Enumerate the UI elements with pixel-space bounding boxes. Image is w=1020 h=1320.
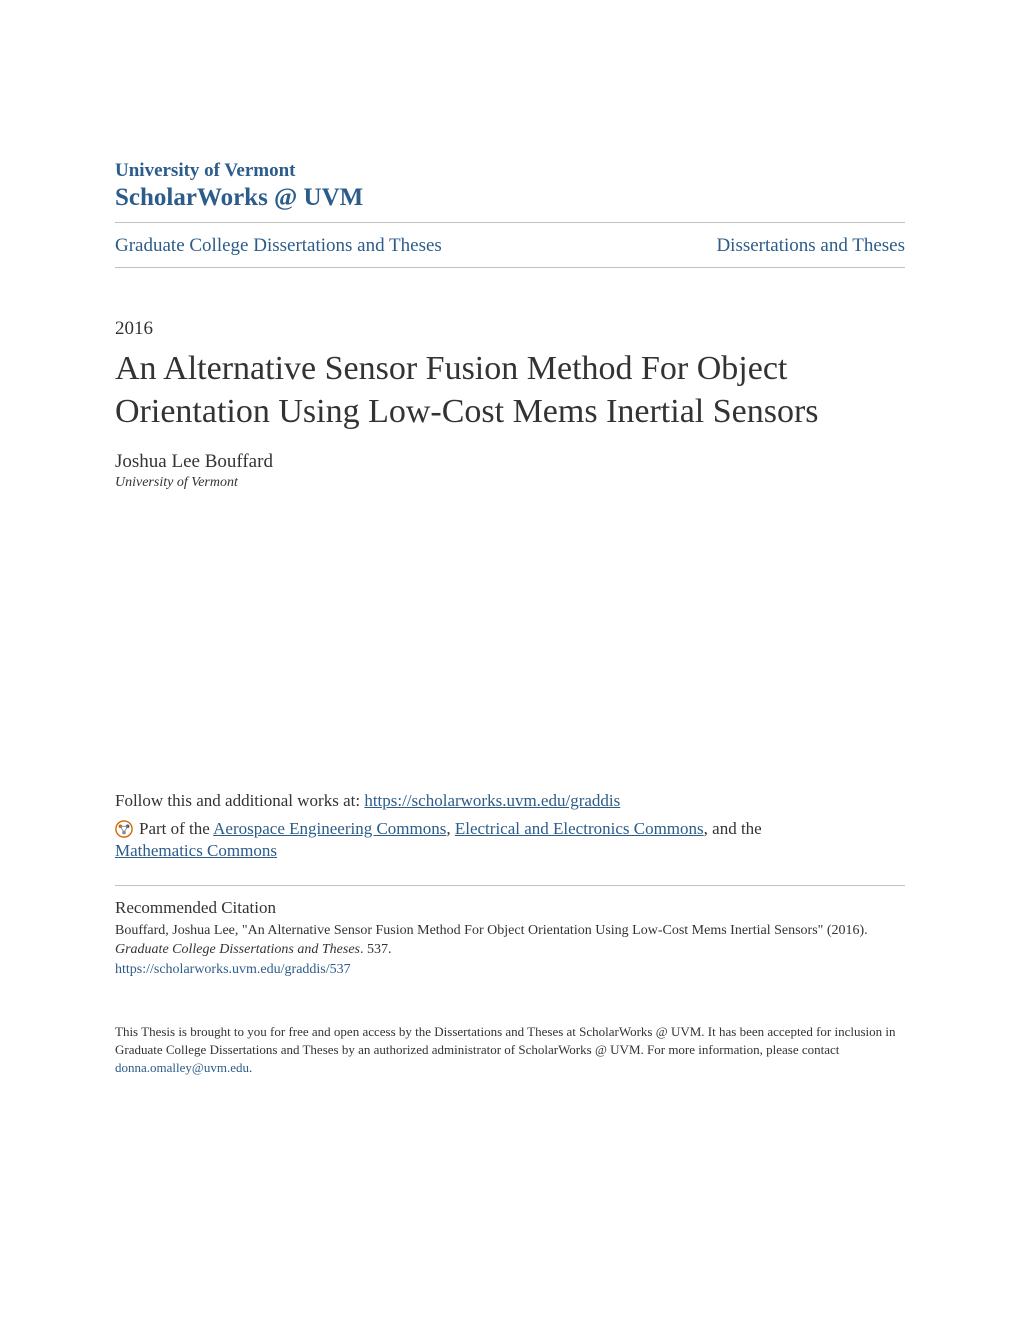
footer-text: This Thesis is brought to you for free a… [115,1024,896,1057]
citation-link[interactable]: https://scholarworks.uvm.edu/graddis/537 [115,962,905,978]
citation-section: Recommended Citation Bouffard, Joshua Le… [115,898,905,978]
divider-citation [115,885,905,886]
follow-line: Follow this and additional works at: htt… [115,791,905,811]
follow-section: Follow this and additional works at: htt… [115,791,905,861]
author-name: Joshua Lee Bouffard [115,451,905,473]
citation-body: Bouffard, Joshua Lee, "An Alternative Se… [115,923,868,938]
breadcrumb-collection[interactable]: Graduate College Dissertations and These… [115,235,442,257]
subject-link-electrical[interactable]: Electrical and Electronics Commons [455,819,704,838]
mathematics-line: Mathematics Commons [115,841,905,861]
divider-bottom [115,267,905,268]
part-of-prefix: Part of the [139,819,213,838]
network-icon [115,820,133,838]
citation-series: Graduate College Dissertations and These… [115,942,360,957]
breadcrumb-parent[interactable]: Dissertations and Theses [716,235,905,257]
citation-text: Bouffard, Joshua Lee, "An Alternative Se… [115,922,905,960]
subject-link-aerospace[interactable]: Aerospace Engineering Commons [213,819,446,838]
citation-number: . 537. [360,942,392,957]
divider-top [115,222,905,223]
follow-url-link[interactable]: https://scholarworks.uvm.edu/graddis [364,791,620,810]
and-the: , and the [704,819,762,838]
breadcrumb-row: Graduate College Dissertations and These… [115,235,905,257]
part-of-text: Part of the Aerospace Engineering Common… [139,819,762,839]
part-of-row: Part of the Aerospace Engineering Common… [115,819,905,839]
footer-section: This Thesis is brought to you for free a… [115,1023,905,1078]
header-section: University of Vermont ScholarWorks @ UVM [115,160,905,212]
citation-heading: Recommended Citation [115,898,905,918]
follow-prefix: Follow this and additional works at: [115,791,364,810]
repository-name[interactable]: ScholarWorks @ UVM [115,184,905,212]
publication-year: 2016 [115,318,905,340]
university-name: University of Vermont [115,160,905,182]
footer-period: . [249,1060,252,1075]
comma-1: , [446,819,455,838]
subject-link-mathematics[interactable]: Mathematics Commons [115,841,277,860]
footer-contact-link[interactable]: donna.omalley@uvm.edu [115,1060,249,1075]
paper-title: An Alternative Sensor Fusion Method For … [115,348,905,433]
author-affiliation: University of Vermont [115,475,905,491]
